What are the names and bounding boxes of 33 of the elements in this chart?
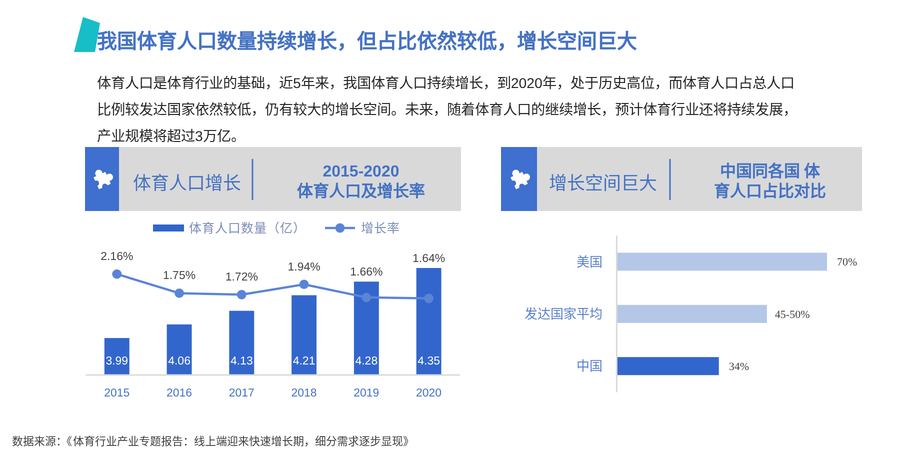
legend-label: 体育人口数量（亿） xyxy=(189,221,306,236)
panel-title: 体育人口增长 xyxy=(133,173,241,194)
panel-subtitle: 2015-2020 体育人口及增长率 xyxy=(297,164,425,201)
page-title: 我国体育人口数量持续增长，但占比依然较低，增长空间巨大 xyxy=(97,31,637,53)
x-tick-label: 2018 xyxy=(291,388,317,400)
data-label: 70% xyxy=(837,256,858,269)
data-label: 3.99 xyxy=(106,356,128,368)
data-label: 4.13 xyxy=(230,356,253,368)
data-label: 4.28 xyxy=(355,356,378,368)
data-label: 1.66% xyxy=(350,266,383,279)
y-tick-label: 中国 xyxy=(576,358,603,374)
panel-title: 增长空间巨大 xyxy=(549,173,657,194)
panel-subtitle: 中国同各国 体育人口占比对比 xyxy=(714,164,826,201)
data-label: 2.16% xyxy=(100,251,134,264)
legend-label: 增长率 xyxy=(361,221,400,236)
x-tick-label: 2017 xyxy=(228,388,254,400)
data-label: 1.64% xyxy=(412,253,446,265)
data-label: 45-50% xyxy=(774,308,810,321)
data-label: 1.94% xyxy=(288,261,320,274)
x-tick-label: 2016 xyxy=(166,388,192,400)
data-label: 4.06 xyxy=(168,356,190,368)
source-note: 数据来源：《体育行业产业专题报告：线上端迎来快速增长期，细分需求逐步显现》 xyxy=(12,436,414,448)
x-tick-label: 2015 xyxy=(104,388,130,400)
y-tick-label: 美国 xyxy=(576,254,603,270)
x-tick-label: 2019 xyxy=(354,388,380,400)
data-label: 4.21 xyxy=(292,356,316,368)
x-tick-label: 2020 xyxy=(416,388,442,400)
y-tick-label: 发达国家平均 xyxy=(524,306,603,322)
data-label: 1.72% xyxy=(225,272,258,284)
data-label: 4.35 xyxy=(418,356,440,368)
data-label: 34% xyxy=(728,360,750,373)
paragraph: 体育人口是体育行业的基础，近5年来，我国体育人口持续增长，到2020年，处于历史高位，而体育人口占总人口比例较发达国家依然较低，仍有较大的增长空间。未来，随着体育人口的继续增长，预计体育行业还将持续发展，产业规模将超过3万亿。 xyxy=(97,76,797,145)
data-label: 1.75% xyxy=(162,270,196,282)
